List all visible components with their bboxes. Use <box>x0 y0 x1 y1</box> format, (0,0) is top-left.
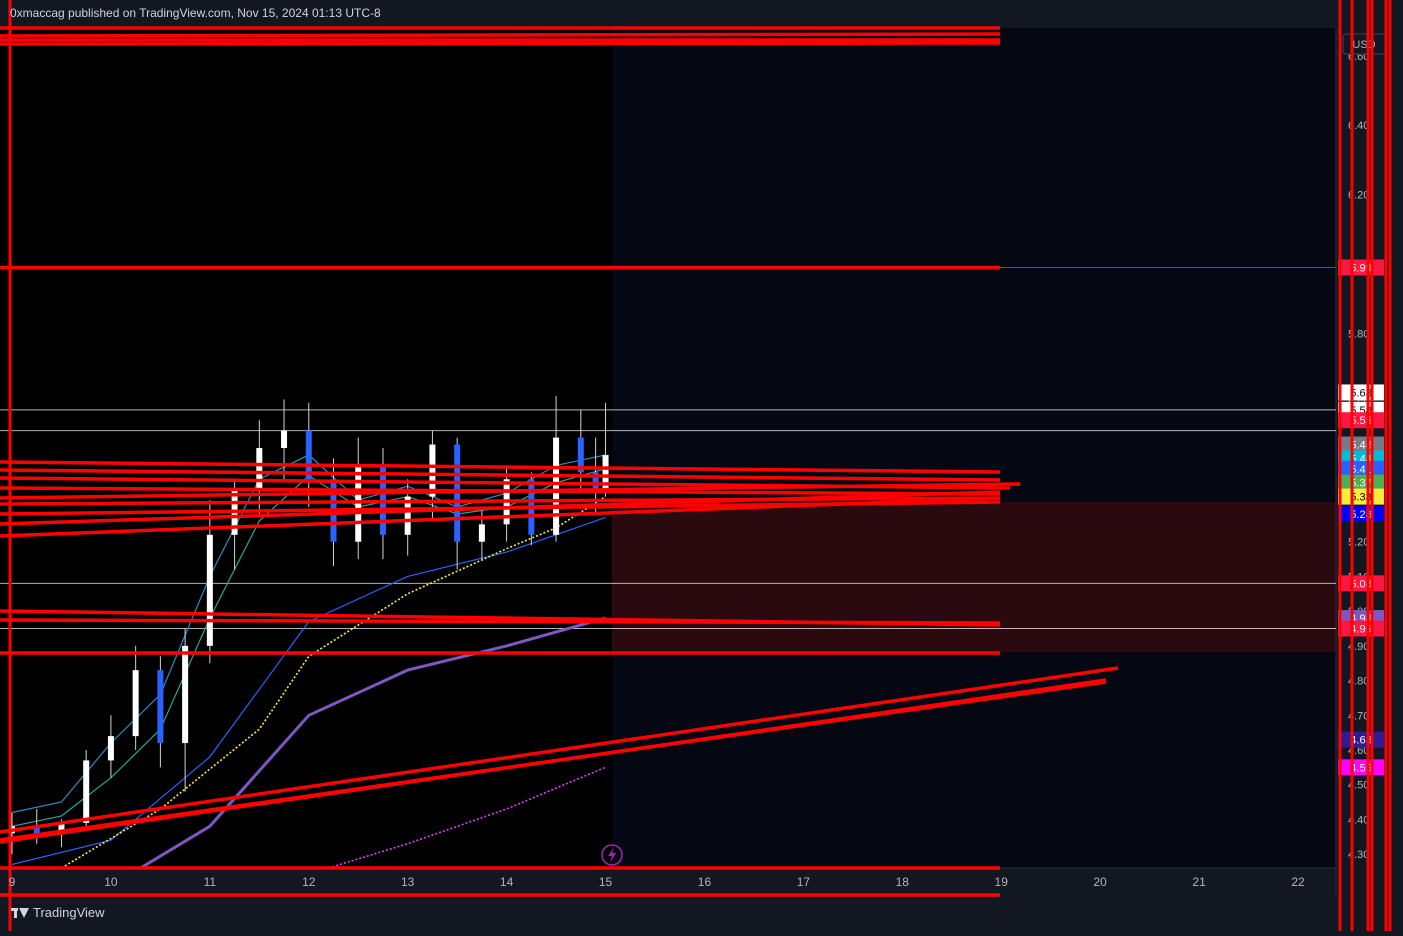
trend-line <box>0 41 1001 46</box>
candle-body <box>553 437 560 535</box>
x-tick-label: 9 <box>9 875 16 889</box>
price-tag-label: 5.28 <box>1350 509 1371 521</box>
trend-line <box>0 482 1021 500</box>
candle-body <box>132 670 139 737</box>
candle-body <box>478 524 485 542</box>
price-tag-label: 4.55 <box>1350 762 1371 774</box>
price-tag-label: 5.37 <box>1350 478 1371 490</box>
trend-line <box>0 496 1001 538</box>
x-tick-label: 22 <box>1291 875 1305 889</box>
x-tick-label: 10 <box>104 875 118 889</box>
candle-body <box>33 826 40 834</box>
trend-line <box>0 490 1001 526</box>
tradingview-logo-icon <box>11 907 29 919</box>
supply-zone <box>612 502 1336 652</box>
x-tick-label: 13 <box>401 875 415 889</box>
x-tick-label: 16 <box>698 875 712 889</box>
candle-body <box>404 496 411 535</box>
candle-body <box>206 534 213 646</box>
x-tick-label: 11 <box>204 875 217 889</box>
candle-body <box>592 472 599 490</box>
candle-body <box>107 736 114 761</box>
candle-body <box>182 645 189 744</box>
trend-line <box>0 460 1001 474</box>
candle-body <box>281 430 288 448</box>
tradingview-logo[interactable]: TradingView <box>11 905 105 920</box>
price-tag-label: 5.99 <box>1350 263 1371 275</box>
candle-body <box>305 430 312 480</box>
future-region <box>612 28 1336 868</box>
tradingview-brand: TradingView <box>33 905 105 920</box>
price-tag-label: 4.95 <box>1350 623 1371 635</box>
price-tag-label: 5.41 <box>1350 464 1371 476</box>
price-tag-label: 5.48 <box>1350 440 1371 452</box>
currency-box[interactable]: USD <box>1342 33 1386 55</box>
trend-line <box>0 468 1001 482</box>
candle-body <box>256 448 263 490</box>
x-tick-label: 12 <box>302 875 316 889</box>
candle-body <box>602 454 609 490</box>
trend-line <box>0 666 1119 834</box>
x-tick-label: 20 <box>1093 875 1107 889</box>
candle-body <box>577 437 584 473</box>
currency-label: USD <box>1352 39 1375 51</box>
candle-body <box>157 670 164 744</box>
time-axis[interactable]: 9 10 11 12 13 14 15 16 17 18 19 20 21 22 <box>9 875 1305 889</box>
trend-drawings[interactable] <box>0 0 1119 931</box>
x-tick-label: 17 <box>797 875 811 889</box>
trend-line <box>0 32 1001 38</box>
price-tag-label: 5.55 <box>1350 415 1371 427</box>
series-line-magenta_dotted <box>328 766 606 869</box>
x-tick-label: 15 <box>599 875 613 889</box>
lightning-icon[interactable] <box>601 844 623 866</box>
x-tick-label: 14 <box>500 875 514 889</box>
price-tag-label: 5.63 <box>1350 387 1371 399</box>
candle-body <box>429 444 436 497</box>
x-tick-label: 19 <box>995 875 1009 889</box>
trend-line <box>0 618 1001 625</box>
series-line-sma_yellow_dotted <box>61 495 606 869</box>
series-line-sma_200 <box>139 616 606 870</box>
vertical-red-bars <box>1338 0 1392 931</box>
published-by-text: 0xmaccag published on TradingView.com, N… <box>10 6 381 20</box>
replay-badge[interactable] <box>601 844 623 866</box>
candle-body <box>58 822 65 834</box>
trend-line <box>0 680 1107 842</box>
price-tag-label: 4.63 <box>1350 735 1371 747</box>
x-tick-label: 21 <box>1192 875 1206 889</box>
candle-body <box>83 760 90 823</box>
x-tick-label: 18 <box>896 875 910 889</box>
price-tag-label: 5.08 <box>1350 578 1371 590</box>
price-tag-label: 5.33 <box>1350 492 1371 504</box>
